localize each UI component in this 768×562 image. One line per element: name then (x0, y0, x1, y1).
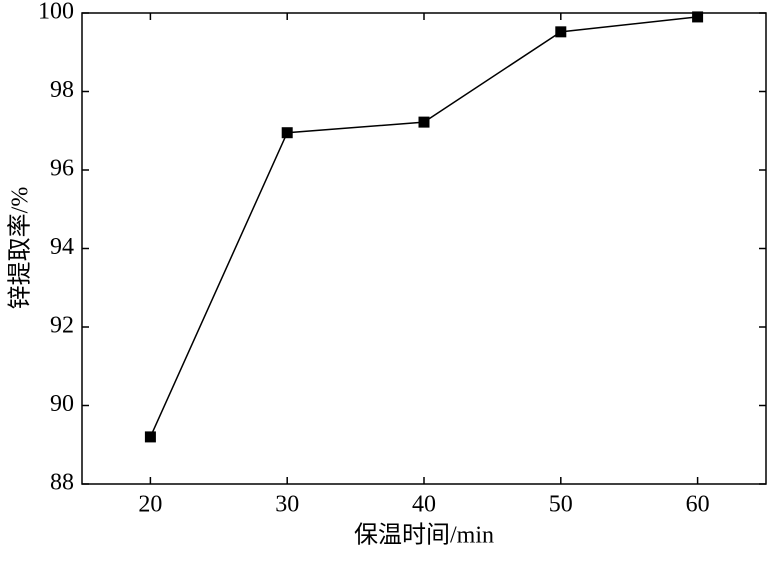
y-tick-label: 88 (50, 470, 74, 496)
plot-frame (81, 12, 767, 485)
data-point (555, 26, 567, 38)
y-tick-label: 94 (50, 234, 74, 260)
series-line (149, 16, 698, 438)
y-tick-label: 96 (50, 156, 74, 182)
data-point (692, 11, 704, 23)
x-tick-label: 40 (412, 492, 436, 518)
y-tick-label: 92 (50, 313, 74, 339)
data-point (144, 431, 156, 443)
x-axis-label: 保温时间/min (354, 522, 494, 549)
x-tick-label: 30 (275, 492, 299, 518)
x-tick-label: 60 (686, 492, 710, 518)
x-tick-label: 50 (549, 492, 573, 518)
y-axis-label: 锌提取率/% (7, 187, 34, 310)
y-tick-label: 98 (50, 77, 74, 103)
data-point (281, 127, 293, 139)
y-tick-label: 90 (50, 391, 74, 417)
y-tick-label: 100 (38, 0, 74, 25)
data-point (418, 116, 430, 128)
x-tick-label: 20 (138, 492, 162, 518)
